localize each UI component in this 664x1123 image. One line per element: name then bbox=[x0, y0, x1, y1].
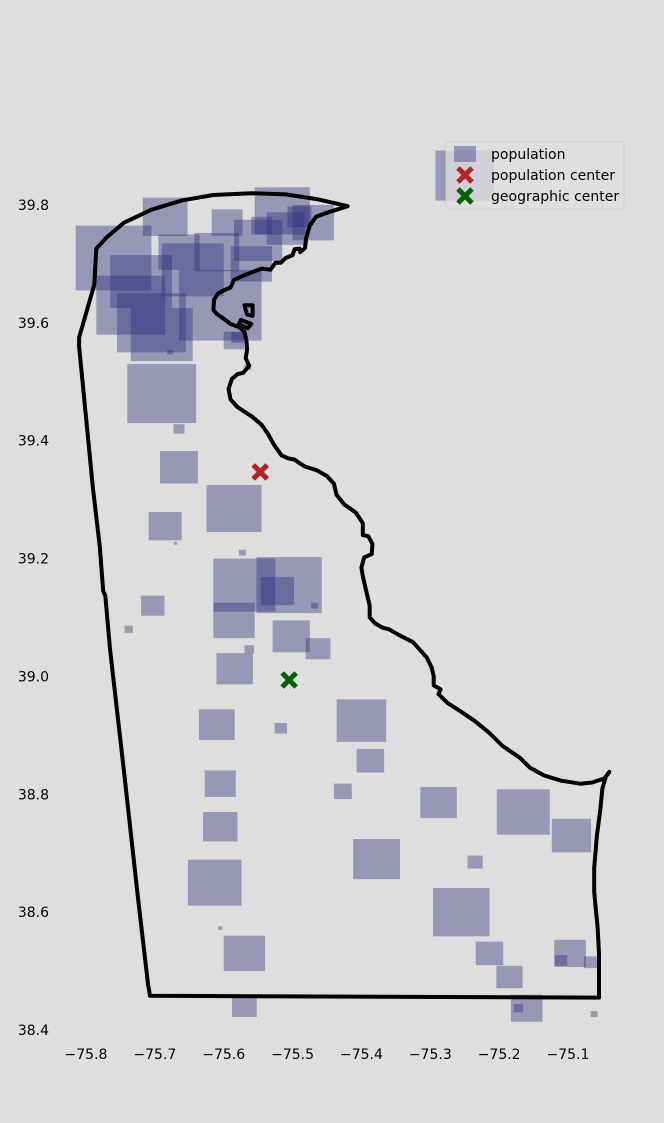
legend-box bbox=[445, 141, 625, 210]
delaware-outline bbox=[77, 191, 612, 1000]
x-tick-label: −75.6 bbox=[202, 1047, 245, 1063]
population-square bbox=[187, 859, 242, 906]
legend-population-center-label: population center bbox=[491, 168, 615, 184]
legend-population-center-marker bbox=[456, 166, 474, 184]
population-square bbox=[141, 595, 165, 616]
x-tick-label: −75.8 bbox=[65, 1047, 108, 1063]
state-boundary bbox=[77, 191, 612, 1000]
axes: −75.8 −75.7 −75.6 −75.5 −75.4 −75.3 −75.2 −75.1… bbox=[18, 198, 590, 1063]
population-square bbox=[475, 941, 504, 966]
population-square bbox=[194, 232, 240, 272]
population-square bbox=[173, 541, 178, 545]
population-square bbox=[433, 887, 490, 937]
population-square bbox=[231, 995, 257, 1018]
island-outline bbox=[236, 317, 254, 331]
legend-population-center-x bbox=[456, 166, 474, 184]
population-square bbox=[590, 1011, 598, 1018]
population-square bbox=[173, 424, 185, 434]
population-square bbox=[336, 699, 387, 742]
center-markers bbox=[251, 463, 298, 689]
population-square bbox=[251, 216, 272, 235]
population-square bbox=[116, 293, 186, 353]
population-square bbox=[230, 246, 272, 282]
geographic-center-marker bbox=[280, 671, 298, 689]
population-square bbox=[266, 212, 305, 245]
y-tick-label: 38.8 bbox=[18, 787, 49, 803]
y-tick-label: 39.8 bbox=[18, 198, 49, 214]
legend: population population center geographic … bbox=[445, 141, 625, 210]
population-square bbox=[223, 935, 266, 972]
population-square bbox=[198, 709, 235, 741]
population-square bbox=[127, 364, 197, 424]
population-square bbox=[213, 602, 255, 639]
x-tick-label: −75.1 bbox=[547, 1047, 590, 1063]
population-square bbox=[231, 332, 244, 343]
population-square bbox=[551, 818, 592, 853]
population-square bbox=[287, 206, 312, 228]
y-tick-label: 39.4 bbox=[18, 434, 49, 450]
population-square bbox=[274, 722, 288, 734]
population-center-marker bbox=[251, 463, 269, 481]
population-square bbox=[96, 275, 166, 335]
population-square bbox=[204, 770, 236, 797]
population-square bbox=[203, 811, 238, 842]
x-tick-label: −75.2 bbox=[478, 1047, 521, 1063]
population-square bbox=[206, 484, 262, 533]
population-square bbox=[420, 786, 457, 819]
population-square bbox=[75, 225, 152, 291]
island-outline bbox=[242, 303, 255, 318]
legend-geographic-center-marker bbox=[456, 187, 474, 205]
legend-population-label: population bbox=[491, 147, 566, 163]
population-square bbox=[124, 625, 133, 633]
population-square bbox=[238, 549, 246, 556]
population-square bbox=[272, 620, 310, 653]
y-tick-label: 38.4 bbox=[18, 1023, 49, 1039]
population-square bbox=[467, 855, 483, 869]
population-square bbox=[167, 349, 173, 355]
population-square bbox=[244, 645, 255, 654]
x-tick-label: −75.3 bbox=[409, 1047, 452, 1063]
legend-population-swatch bbox=[454, 146, 476, 162]
population-square bbox=[353, 839, 400, 880]
x-tick-label: −75.4 bbox=[340, 1047, 383, 1063]
population-square bbox=[356, 748, 385, 773]
population-square bbox=[234, 219, 283, 261]
population-square bbox=[496, 965, 523, 989]
population-square bbox=[218, 926, 223, 930]
y-tick-label: 39.2 bbox=[18, 552, 49, 568]
x-tick-label: −75.7 bbox=[133, 1047, 176, 1063]
population-square bbox=[496, 789, 550, 835]
population-square bbox=[554, 939, 586, 967]
population-square bbox=[148, 512, 182, 541]
population-square bbox=[130, 308, 193, 362]
population-square bbox=[160, 451, 198, 484]
x-tick-label: −75.5 bbox=[271, 1047, 314, 1063]
population-square bbox=[305, 638, 331, 660]
population-square bbox=[583, 956, 598, 969]
population-square bbox=[256, 557, 322, 614]
population-square bbox=[513, 1004, 524, 1013]
population-square bbox=[110, 255, 173, 309]
y-tick-label: 38.6 bbox=[18, 905, 49, 921]
population-square bbox=[333, 783, 352, 799]
population-square bbox=[260, 576, 294, 606]
legend-geographic-center-x bbox=[456, 187, 474, 205]
population-square bbox=[211, 209, 243, 236]
y-tick-label: 39.0 bbox=[18, 669, 49, 685]
population-square bbox=[161, 243, 224, 297]
population-square bbox=[311, 602, 319, 609]
population-square bbox=[554, 955, 568, 966]
population-square bbox=[223, 331, 245, 350]
legend-geographic-center-label: geographic center bbox=[491, 189, 619, 205]
population-square bbox=[158, 234, 200, 270]
population-square bbox=[216, 653, 253, 685]
y-tick-label: 39.6 bbox=[18, 316, 49, 332]
population-squares bbox=[75, 150, 598, 1022]
population-square bbox=[213, 558, 276, 612]
